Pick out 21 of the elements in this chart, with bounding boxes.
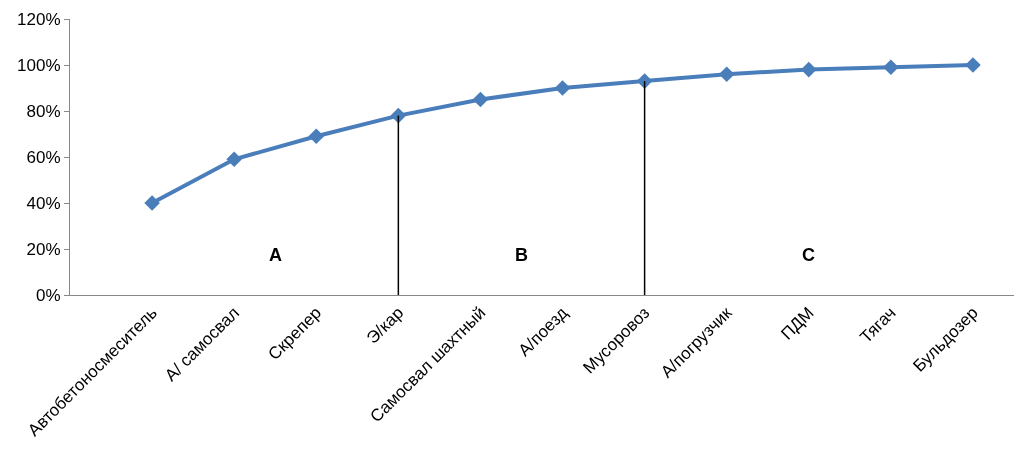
point (308, 128, 325, 145)
y-tick-label: 60% (26, 147, 61, 167)
point (718, 66, 735, 82)
y-tick-label: 120% (17, 9, 61, 29)
point (472, 91, 489, 108)
y-tick-label: 100% (17, 55, 61, 75)
y-tick-label: 80% (26, 101, 61, 121)
point (554, 80, 571, 96)
y-tick-label: 40% (26, 193, 61, 213)
y-tick-label: 20% (26, 239, 61, 259)
point (800, 61, 817, 78)
point (883, 59, 899, 76)
point (390, 107, 407, 124)
annotation: B (515, 245, 528, 265)
point (226, 151, 242, 168)
annotation: A (269, 245, 282, 265)
point (636, 73, 653, 89)
point (144, 195, 160, 211)
point (965, 57, 981, 73)
annotation: C (802, 245, 815, 265)
y-tick-label: 0% (36, 285, 61, 305)
